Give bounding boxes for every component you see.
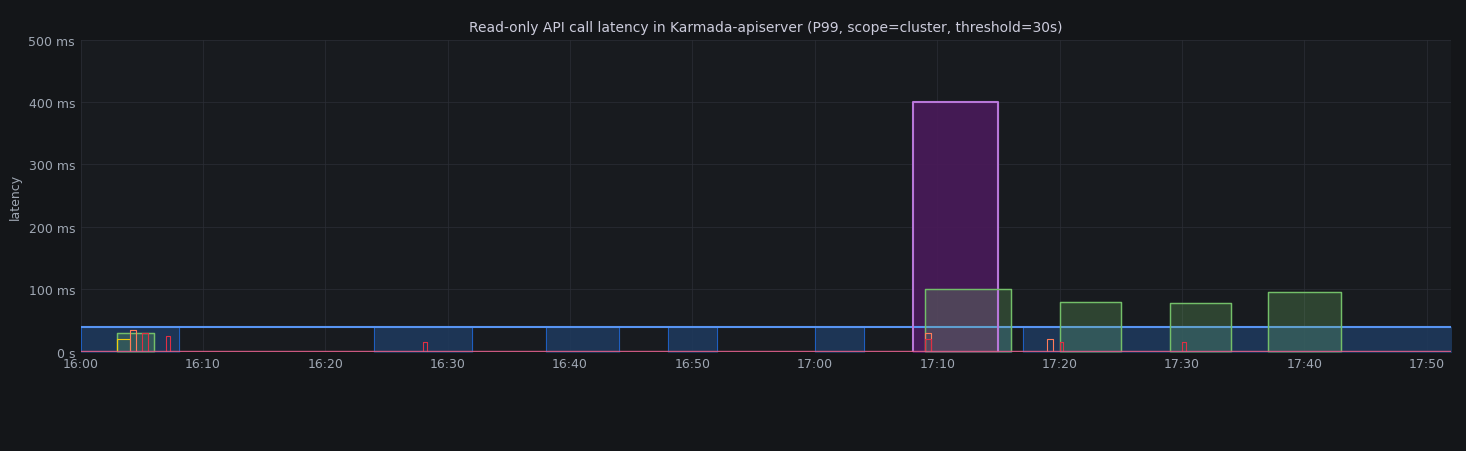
Title: Read-only API call latency in Karmada-apiserver (P99, scope=cluster, threshold=3: Read-only API call latency in Karmada-ap… bbox=[469, 21, 1063, 35]
Y-axis label: latency: latency bbox=[9, 173, 22, 219]
